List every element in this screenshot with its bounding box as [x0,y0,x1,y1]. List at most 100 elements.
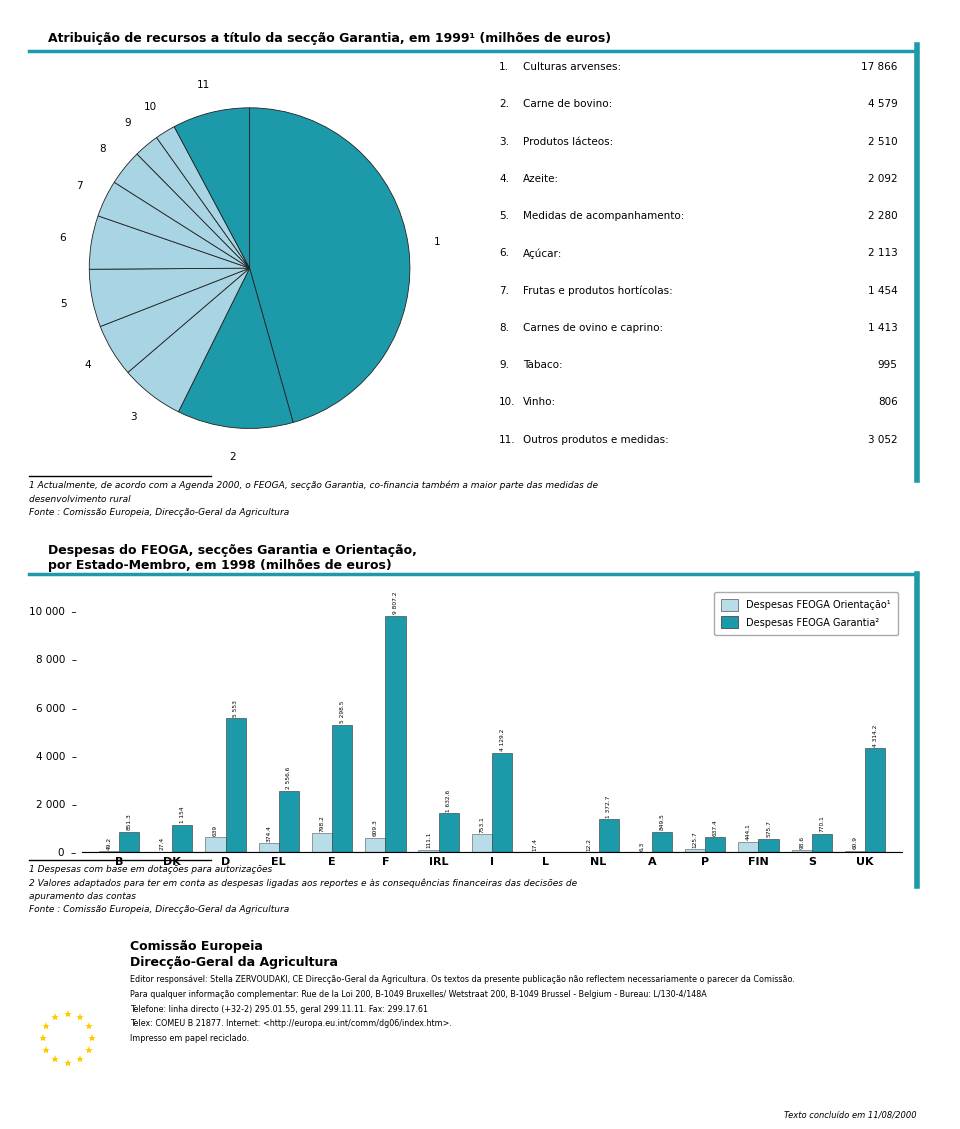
Text: 2 092: 2 092 [868,174,898,184]
Text: Despesas do FEOGA, secções Garantia e Orientação,: Despesas do FEOGA, secções Garantia e Or… [48,544,417,558]
Text: 4.: 4. [499,174,509,184]
Text: 637.4: 637.4 [713,819,718,835]
Text: 12.2: 12.2 [586,838,591,850]
Text: Para qualquer informação complementar: Rue de la Loi 200, B-1049 Bruxelles/ Wets: Para qualquer informação complementar: R… [130,990,707,999]
Bar [365,838,385,852]
Bar [226,718,246,852]
Text: 60.9: 60.9 [852,837,857,849]
Text: 1 632.6: 1 632.6 [446,789,451,812]
Text: 9.: 9. [499,360,509,370]
Bar [652,832,672,852]
Wedge shape [89,216,250,269]
Wedge shape [89,269,250,326]
Bar [706,837,726,852]
Text: 111.1: 111.1 [426,832,431,848]
Bar [738,842,758,852]
Wedge shape [114,154,250,269]
Text: Frutas e produtos hortícolas:: Frutas e produtos hortícolas: [523,286,673,296]
Text: 4: 4 [84,360,90,370]
Wedge shape [137,138,250,269]
Text: 98.6: 98.6 [799,835,804,849]
Text: Direcção-Geral da Agricultura: Direcção-Geral da Agricultura [130,956,338,970]
Bar [332,725,352,852]
Text: Vinho:: Vinho: [523,397,557,408]
Wedge shape [156,126,250,269]
Bar [684,849,706,852]
Text: 444.1: 444.1 [746,823,751,840]
Text: 995: 995 [877,360,898,370]
Text: 1 372.7: 1 372.7 [606,796,612,817]
Bar [205,837,226,852]
Text: 27.4: 27.4 [159,838,164,850]
Text: 609.3: 609.3 [372,820,378,837]
Text: 3.: 3. [499,137,509,147]
Text: 5 298.5: 5 298.5 [340,701,345,724]
Bar [278,790,300,852]
Text: 125.7: 125.7 [692,831,698,848]
Text: 5.: 5. [499,211,509,221]
Text: 770.1: 770.1 [820,815,825,832]
Text: 17 866: 17 866 [861,62,898,72]
Text: 753.1: 753.1 [479,816,485,833]
Wedge shape [250,108,410,422]
Text: desenvolvimento rural: desenvolvimento rural [29,495,131,504]
Text: por Estado-Membro, em 1998 (milhões de euros): por Estado-Membro, em 1998 (milhões de e… [48,559,392,572]
Text: 11.: 11. [499,435,516,445]
Bar [758,839,779,852]
Text: Texto concluído em 11/08/2000: Texto concluído em 11/08/2000 [784,1111,917,1120]
Text: 1 454: 1 454 [868,286,898,296]
Text: 17.4: 17.4 [533,838,538,850]
Text: Medidas de acompanhamento:: Medidas de acompanhamento: [523,211,684,221]
Text: 6.: 6. [499,248,509,259]
Bar [312,833,332,852]
Bar [812,834,832,852]
Text: 2 Valores adaptados para ter em conta as despesas ligadas aos reportes e às cons: 2 Valores adaptados para ter em conta as… [29,878,577,887]
Legend: Despesas FEOGA Orientação¹, Despesas FEOGA Garantia²: Despesas FEOGA Orientação¹, Despesas FEO… [714,592,898,636]
Bar [99,851,119,852]
Bar [439,813,459,852]
Text: Atribuição de recursos a título da secção Garantia, em 1999¹ (milhões de euros): Atribuição de recursos a título da secçã… [48,32,612,45]
Text: apuramento das contas: apuramento das contas [29,892,135,901]
Text: 8: 8 [99,145,106,155]
Text: 5: 5 [60,299,67,309]
Wedge shape [128,269,250,412]
Wedge shape [174,108,250,269]
Text: 10.: 10. [499,397,516,408]
Text: 639: 639 [213,824,218,835]
Bar [792,850,812,852]
Text: 3: 3 [131,412,136,422]
Text: Telefone: linha directo (+32-2) 295.01.55, geral 299.11.11. Fax: 299.17.61: Telefone: linha directo (+32-2) 295.01.5… [130,1005,427,1014]
Text: Telex: COMEU B 21877. Internet: <http://europa.eu.int/comm/dg06/index.htm>.: Telex: COMEU B 21877. Internet: <http://… [130,1019,451,1029]
Text: Comissão Europeia: Comissão Europeia [130,940,262,954]
Text: Carnes de ovino e caprino:: Carnes de ovino e caprino: [523,323,663,333]
Bar [119,832,139,852]
Text: 2 113: 2 113 [868,248,898,259]
Text: Culturas arvenses:: Culturas arvenses: [523,62,621,72]
Text: Fonte : Comissão Europeia, Direcção-Geral da Agricultura: Fonte : Comissão Europeia, Direcção-Gera… [29,508,289,517]
Text: 1 154: 1 154 [180,806,185,823]
Text: 1 413: 1 413 [868,323,898,333]
Text: 7.: 7. [499,286,509,296]
Text: 6.3: 6.3 [639,841,644,851]
Bar [471,834,492,852]
Text: Açúcar:: Açúcar: [523,248,563,259]
Text: 1 Despesas com base em dotações para autorizações: 1 Despesas com base em dotações para aut… [29,865,272,874]
Text: 4 579: 4 579 [868,99,898,110]
Text: 806: 806 [877,397,898,408]
Text: 8.: 8. [499,323,509,333]
Wedge shape [179,269,293,428]
Text: 9 807.2: 9 807.2 [393,592,398,614]
Text: 2 510: 2 510 [868,137,898,147]
Text: Azeite:: Azeite: [523,174,560,184]
Text: 1 Actualmente, de acordo com a Agenda 2000, o FEOGA, secção Garantia, co-financi: 1 Actualmente, de acordo com a Agenda 20… [29,481,598,490]
Text: 9: 9 [125,119,132,129]
Text: 4 314.2: 4 314.2 [873,725,877,747]
Text: 575.7: 575.7 [766,820,771,837]
Text: 49.2: 49.2 [107,837,111,850]
Text: 5 553: 5 553 [233,700,238,717]
Text: 2.: 2. [499,99,509,110]
Text: 6: 6 [60,233,66,243]
Bar [599,820,619,852]
Text: 1: 1 [434,237,441,247]
Text: Fonte : Comissão Europeia, Direcção-Geral da Agricultura: Fonte : Comissão Europeia, Direcção-Gera… [29,905,289,914]
